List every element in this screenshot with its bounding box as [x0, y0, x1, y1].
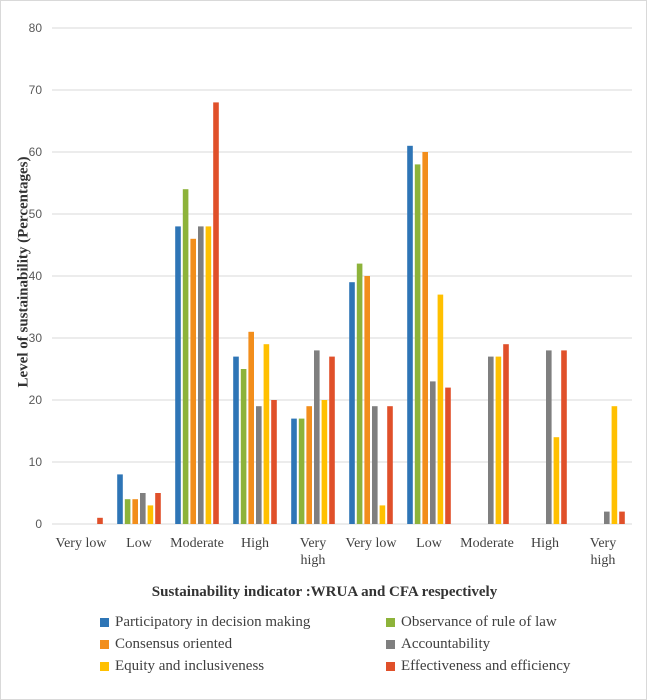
bar: [407, 145, 413, 525]
legend-item: Equity and inclusiveness: [100, 658, 264, 675]
legend-label: Consensus oriented: [115, 636, 233, 652]
x-tick-label: Low: [126, 536, 153, 551]
legend-label: Observance of rule of law: [401, 614, 557, 630]
y-tick-label: 40: [29, 269, 43, 283]
bar: [445, 387, 451, 524]
bar: [155, 493, 161, 524]
y-tick-label: 70: [29, 83, 43, 97]
y-tick-label: 0: [35, 517, 42, 531]
x-axis-label: Sustainability indicator :WRUA and CFA r…: [151, 584, 498, 600]
bar: [387, 406, 393, 524]
bar: [97, 517, 103, 524]
bar: [349, 282, 355, 524]
legend-label: Participatory in decision making: [115, 614, 311, 630]
bar: [414, 164, 421, 524]
bar: [124, 499, 131, 524]
y-tick-label: 80: [29, 21, 43, 35]
x-tick-label: Very high: [590, 536, 616, 568]
bar: [248, 331, 254, 524]
bar: [263, 344, 270, 524]
bar: [356, 263, 363, 524]
bar: [437, 294, 444, 524]
bar: [132, 499, 138, 524]
bar: [291, 418, 297, 524]
legend-label: Accountability: [401, 636, 491, 652]
bar: [495, 356, 502, 524]
bar: [604, 511, 610, 524]
legend-item: Consensus oriented: [100, 636, 232, 653]
bar: [205, 226, 212, 524]
legend-swatch: [100, 640, 109, 649]
bar: [329, 356, 335, 524]
bar: [561, 350, 567, 524]
x-tick-label: Very low: [56, 536, 108, 551]
bar: [372, 406, 378, 524]
x-tick-label: Moderate: [460, 536, 514, 551]
bar: [430, 381, 436, 524]
y-tick-label: 50: [29, 207, 43, 221]
legend-swatch: [100, 618, 109, 627]
y-axis-label: Level of sustainability (Percentages): [15, 156, 32, 388]
bar: [298, 418, 305, 524]
bar: [422, 152, 428, 524]
x-tick-label: High: [531, 536, 559, 551]
bar: [175, 226, 181, 524]
x-tick-label: Moderate: [170, 536, 224, 551]
x-tick-label: High: [241, 536, 269, 551]
bar: [306, 406, 312, 524]
bar: [117, 474, 123, 524]
y-tick-label: 30: [29, 331, 43, 345]
legend-item: Observance of rule of law: [386, 614, 557, 631]
bar: [364, 276, 370, 524]
bar: [488, 356, 494, 524]
y-tick-label: 10: [29, 455, 43, 469]
x-tick-label: Very high: [300, 536, 326, 568]
x-tick-label: Low: [416, 536, 443, 551]
bar: [503, 344, 509, 524]
bar: [182, 189, 189, 524]
bar: [198, 226, 204, 524]
legend-item: Effectiveness and efficiency: [386, 658, 570, 675]
bar: [553, 437, 560, 524]
bar: [233, 356, 239, 524]
bar: [611, 406, 618, 524]
legend-swatch: [386, 640, 395, 649]
legend-item: Participatory in decision making: [100, 614, 310, 631]
bar: [271, 400, 277, 524]
legend-item: Accountability: [386, 636, 490, 653]
bar: [619, 511, 625, 524]
x-tick-label: Very low: [346, 536, 398, 551]
bar: [240, 369, 247, 524]
bar: [379, 505, 386, 524]
legend-swatch: [100, 662, 109, 671]
bar: [546, 350, 552, 524]
bar: [314, 350, 320, 524]
legend-label: Equity and inclusiveness: [115, 658, 265, 674]
bar: [140, 493, 146, 524]
legend-swatch: [386, 618, 395, 627]
bar: [256, 406, 262, 524]
legend-swatch: [386, 662, 395, 671]
bar-chart: 0 10 20 30 40 50 60 70 80 Very low Low Moderate High…: [29, 21, 632, 568]
bar: [321, 400, 328, 524]
bar: [147, 505, 154, 524]
legend-label: Effectiveness and efficiency: [401, 658, 571, 674]
bar: [190, 238, 196, 525]
y-tick-label: 60: [29, 145, 43, 159]
y-tick-label: 20: [29, 393, 43, 407]
bar: [213, 102, 219, 525]
